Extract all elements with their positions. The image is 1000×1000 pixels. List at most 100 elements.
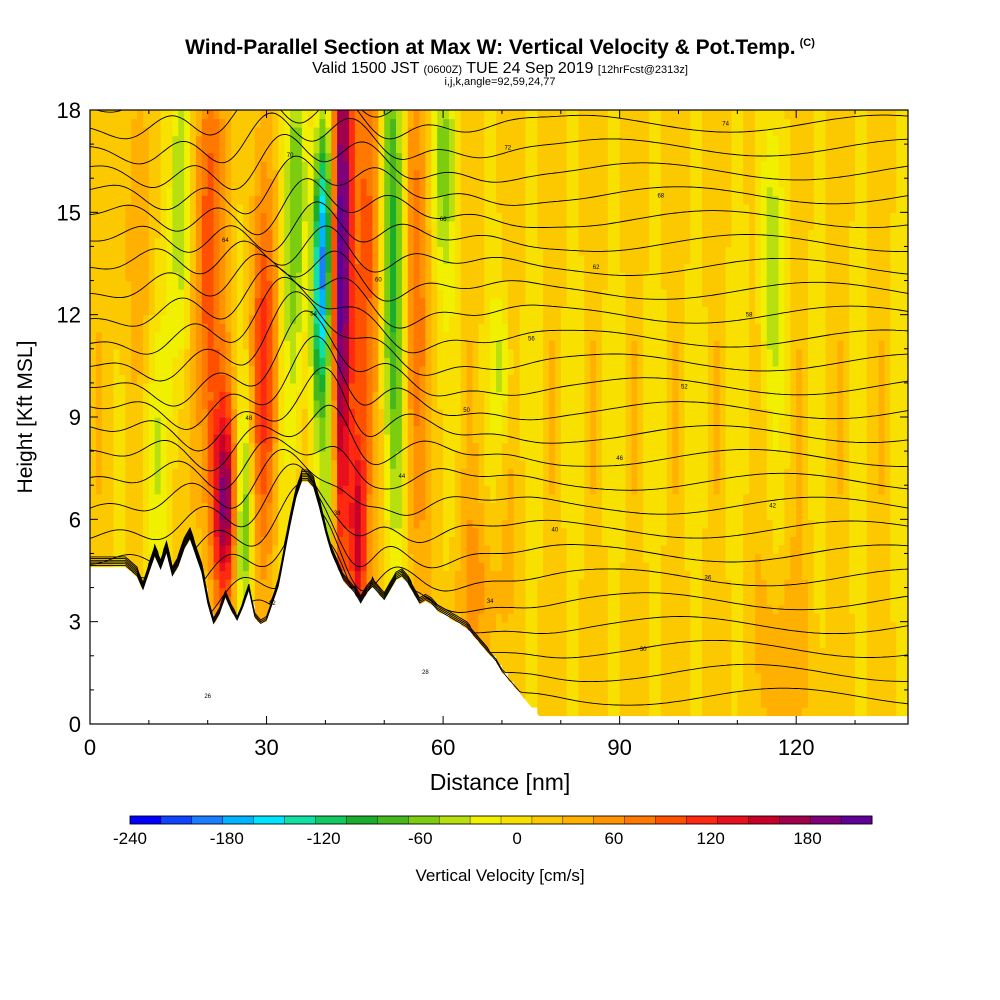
w-field-cell <box>254 434 262 444</box>
w-field-cell <box>425 323 432 333</box>
w-field-cell <box>549 655 556 665</box>
w-field-cell <box>95 357 103 367</box>
w-field-cell <box>466 289 474 299</box>
w-field-cell <box>325 212 332 222</box>
w-field-cell <box>478 331 485 341</box>
w-field-cell <box>419 536 427 546</box>
w-field-cell <box>490 331 497 341</box>
w-field-cell <box>219 246 226 256</box>
w-field-cell <box>113 493 121 503</box>
w-field-cell <box>513 664 521 674</box>
w-field-cell <box>454 544 462 555</box>
w-field-cell <box>307 476 315 486</box>
w-field-cell <box>113 408 121 418</box>
w-field-cell <box>142 451 150 461</box>
w-field-cell <box>172 161 179 171</box>
w-field-cell <box>295 152 303 162</box>
w-field-cell <box>584 280 591 290</box>
w-field-cell <box>396 468 403 478</box>
w-field-cell <box>431 110 438 120</box>
w-field-cell <box>490 544 497 555</box>
w-field-cell <box>290 135 297 145</box>
w-field-cell <box>407 357 415 367</box>
w-field-cell <box>190 152 197 162</box>
w-field-cell <box>507 118 515 128</box>
w-field-cell <box>531 297 538 307</box>
w-field-cell <box>90 254 97 265</box>
w-field-cell <box>384 544 391 555</box>
w-field-cell <box>190 442 197 452</box>
w-field-cell <box>348 152 356 162</box>
w-field-cell <box>301 220 309 230</box>
w-field-cell <box>260 306 268 316</box>
w-field-cell <box>178 110 185 120</box>
w-field-cell <box>590 417 597 427</box>
w-field-cell <box>307 110 315 120</box>
w-field-cell <box>119 442 126 452</box>
w-field-cell <box>354 340 362 350</box>
w-field-cell <box>278 144 285 154</box>
w-field-cell <box>278 348 285 358</box>
w-field-cell <box>437 306 444 316</box>
w-field-cell <box>407 374 415 384</box>
w-field-cell <box>407 527 415 537</box>
w-field-cell <box>578 399 585 410</box>
w-field-cell <box>537 144 544 154</box>
w-field-cell <box>125 510 132 520</box>
w-field-cell <box>307 280 315 290</box>
w-field-cell <box>160 186 168 196</box>
w-field-cell <box>478 587 485 597</box>
w-field-cell <box>301 178 309 188</box>
w-field-cell <box>472 527 479 537</box>
w-field-cell <box>348 451 356 461</box>
w-field-cell <box>160 289 168 299</box>
w-field-cell <box>543 246 550 256</box>
w-field-cell <box>166 536 173 546</box>
w-field-cell <box>554 664 562 674</box>
w-field-cell <box>166 323 173 333</box>
w-field-cell <box>331 127 338 137</box>
w-field-cell <box>425 365 432 375</box>
w-field-cell <box>413 510 421 520</box>
w-field-cell <box>219 476 226 486</box>
w-field-cell <box>119 203 126 213</box>
w-field-cell <box>260 468 268 478</box>
w-field-cell <box>537 621 544 631</box>
w-field-cell <box>549 434 556 444</box>
w-field-cell <box>166 314 173 324</box>
w-field-cell <box>137 127 144 137</box>
w-field-cell <box>531 340 538 350</box>
w-field-cell <box>490 297 497 307</box>
w-field-cell <box>460 212 468 222</box>
w-field-cell <box>248 579 256 589</box>
w-field-cell <box>490 289 497 299</box>
w-field-cell <box>472 502 479 512</box>
w-field-cell <box>207 442 215 452</box>
w-field-cell <box>390 203 397 213</box>
w-field-cell <box>178 127 185 137</box>
w-field-cell <box>272 417 279 427</box>
w-field-cell <box>401 408 409 418</box>
w-field-cell <box>337 493 344 503</box>
w-field-cell <box>525 272 532 282</box>
w-field-cell <box>101 399 109 410</box>
w-field-cell <box>560 314 568 324</box>
w-field-cell <box>501 178 509 188</box>
w-field-cell <box>519 630 527 640</box>
w-field-cell <box>525 536 532 546</box>
w-field-cell <box>231 237 238 248</box>
w-field-cell <box>148 272 156 282</box>
w-field-cell <box>266 442 274 452</box>
w-field-cell <box>272 544 279 555</box>
w-field-cell <box>372 553 379 563</box>
w-field-cell <box>578 297 585 307</box>
w-field-cell <box>243 340 250 350</box>
w-field-cell <box>372 178 379 188</box>
w-field-cell <box>437 110 444 120</box>
w-field-cell <box>95 553 103 563</box>
w-field-cell <box>154 348 162 358</box>
w-field-cell <box>325 331 332 341</box>
w-field-cell <box>372 254 379 265</box>
w-field-cell <box>142 306 150 316</box>
w-field-cell <box>560 195 568 205</box>
